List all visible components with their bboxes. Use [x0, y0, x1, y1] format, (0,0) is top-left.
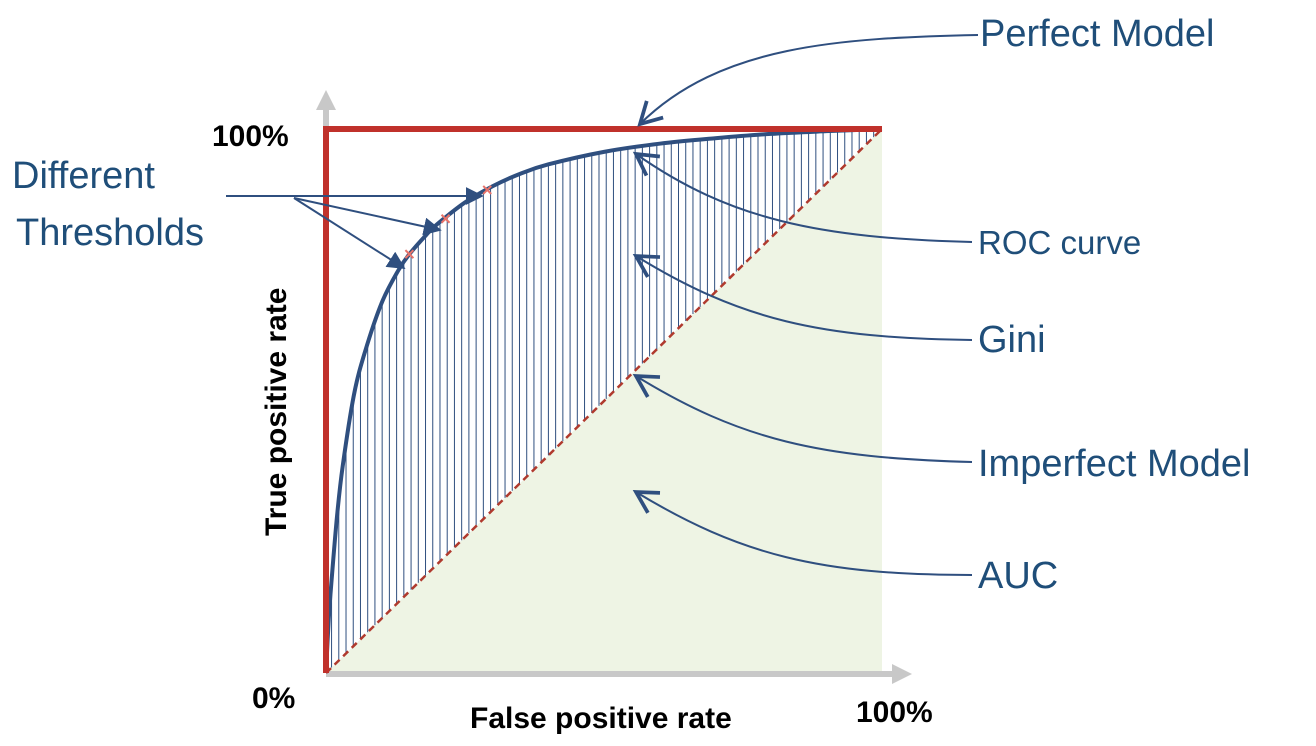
threshold-marker — [404, 249, 415, 259]
threshold-markers — [404, 185, 492, 259]
thresholds-label-line1: Different — [12, 155, 155, 197]
roc-curve-arrow — [632, 151, 973, 243]
gini-arrow — [632, 253, 973, 341]
x-axis-title: False positive rate — [470, 702, 732, 735]
diagonal-line — [325, 128, 883, 674]
x-max-label: 100% — [856, 696, 933, 729]
y-axis-arrowhead — [316, 90, 336, 110]
perfect-model-line — [323, 126, 882, 673]
threshold-arrow-2 — [293, 197, 442, 236]
gini-label: Gini — [978, 319, 1046, 361]
x-axis-arrowhead — [892, 664, 912, 684]
auc-arrow — [632, 490, 973, 576]
auc-label: AUC — [978, 555, 1058, 597]
perfect-model-arrow — [637, 34, 979, 127]
perfect-model-label: Perfect Model — [980, 13, 1214, 55]
origin-label: 0% — [252, 682, 295, 715]
thresholds-label-line2: Thresholds — [16, 212, 204, 254]
imperfect-model-arrow — [632, 373, 973, 463]
imperfect-model-label: Imperfect Model — [978, 443, 1250, 485]
y-max-label: 100% — [212, 120, 289, 153]
threshold-marker — [440, 214, 451, 224]
gini-hatch — [331, 129, 875, 668]
threshold-arrow-3 — [293, 197, 406, 269]
roc-curve-label: ROC curve — [978, 224, 1141, 261]
y-axis-title: True positive rate — [260, 288, 293, 536]
threshold-marker — [482, 185, 492, 195]
